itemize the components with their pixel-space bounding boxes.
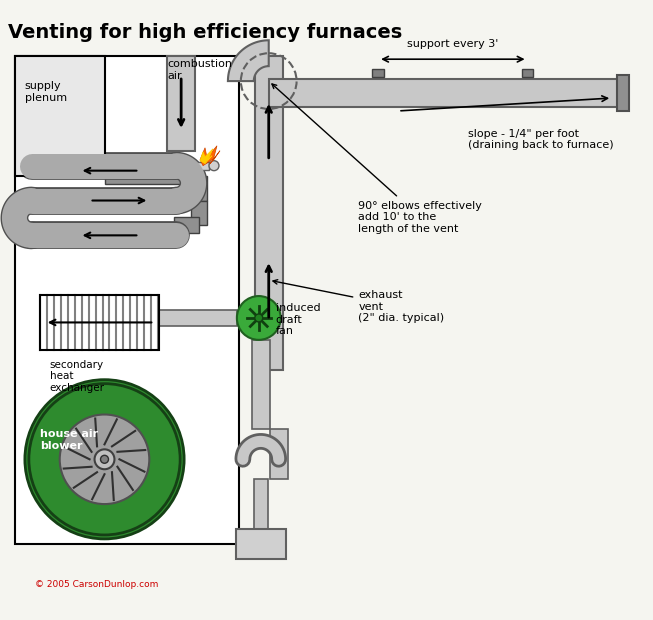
Circle shape — [101, 455, 108, 463]
FancyBboxPatch shape — [252, 340, 270, 430]
FancyBboxPatch shape — [159, 310, 237, 326]
Bar — [617, 75, 629, 111]
Text: house air
blower: house air blower — [40, 430, 98, 451]
FancyBboxPatch shape — [174, 218, 199, 233]
Text: slope - 1/4" per foot
(draining back to furnace): slope - 1/4" per foot (draining back to … — [468, 129, 613, 151]
Bar — [372, 69, 384, 77]
FancyBboxPatch shape — [191, 200, 207, 226]
Circle shape — [255, 314, 263, 322]
Circle shape — [95, 450, 114, 469]
Polygon shape — [200, 146, 220, 166]
FancyBboxPatch shape — [167, 56, 195, 151]
FancyBboxPatch shape — [270, 430, 287, 479]
Bar — [522, 69, 534, 77]
Polygon shape — [200, 149, 213, 164]
Circle shape — [59, 415, 150, 504]
FancyBboxPatch shape — [191, 175, 207, 200]
Text: supply
plenum: supply plenum — [25, 81, 67, 103]
Bar — [15, 56, 104, 175]
Text: combustion
air: combustion air — [167, 59, 232, 81]
FancyBboxPatch shape — [254, 479, 268, 529]
FancyBboxPatch shape — [239, 310, 255, 326]
Circle shape — [25, 379, 184, 539]
Text: support every 3': support every 3' — [407, 39, 498, 49]
FancyBboxPatch shape — [104, 167, 199, 184]
Polygon shape — [228, 40, 269, 81]
Circle shape — [209, 161, 219, 171]
FancyBboxPatch shape — [269, 79, 627, 107]
Text: Venting for high efficiency furnaces: Venting for high efficiency furnaces — [8, 24, 402, 42]
Circle shape — [237, 296, 281, 340]
Bar — [40, 295, 159, 350]
Text: secondary
heat
exchanger: secondary heat exchanger — [50, 360, 104, 393]
Text: 90° elbows effectively
add 10' to the
length of the vent: 90° elbows effectively add 10' to the le… — [272, 84, 482, 234]
Bar — [15, 56, 239, 544]
Text: induced
draft
fan: induced draft fan — [276, 303, 321, 336]
FancyBboxPatch shape — [255, 56, 283, 370]
Bar — [236, 529, 285, 559]
Text: © 2005 CarsonDunlop.com: © 2005 CarsonDunlop.com — [35, 580, 158, 588]
Text: exhaust
vent
(2" dia. typical): exhaust vent (2" dia. typical) — [273, 280, 445, 323]
FancyBboxPatch shape — [40, 193, 199, 208]
FancyBboxPatch shape — [179, 162, 209, 170]
Bar — [253, 305, 273, 331]
